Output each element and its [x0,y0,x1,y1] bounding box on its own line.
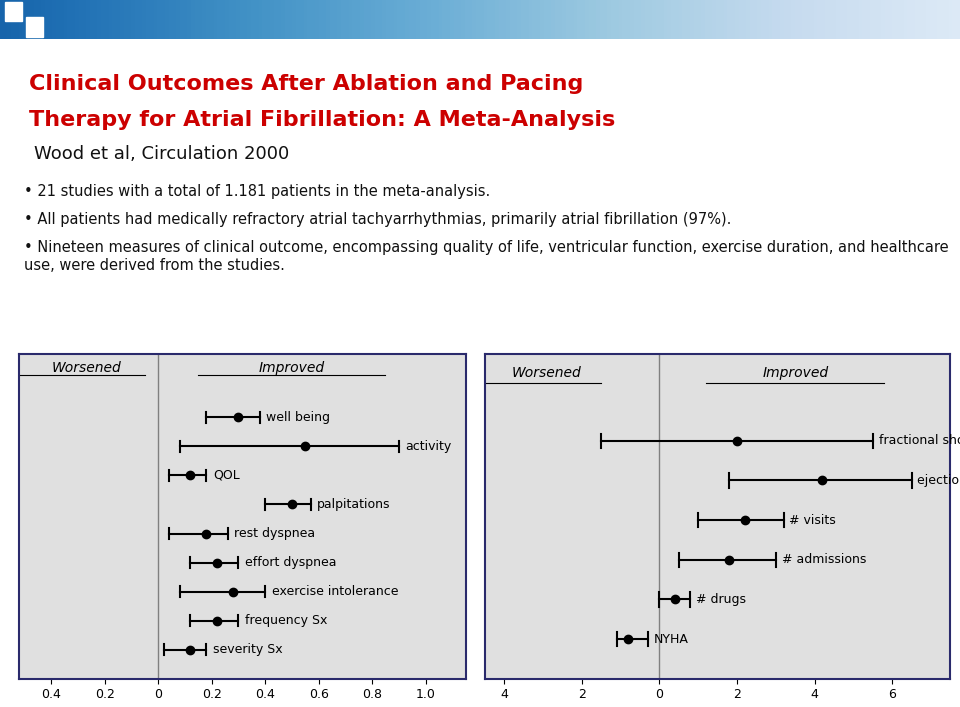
Text: ejection fraction (%): ejection fraction (%) [918,474,960,487]
Text: severity Sx: severity Sx [213,643,282,656]
Text: palpitations: palpitations [317,498,391,511]
Text: fractional shortening (%): fractional shortening (%) [878,434,960,448]
Text: Worsened: Worsened [51,361,121,375]
Bar [26,18,43,37]
Text: # admissions: # admissions [781,554,866,566]
Text: QOL: QOL [213,469,240,482]
Text: # drugs: # drugs [696,593,746,606]
Text: • 21 studies with a total of 1.181 patients in the meta-analysis.: • 21 studies with a total of 1.181 patie… [24,184,491,199]
Text: exercise intolerance: exercise intolerance [272,585,398,598]
Text: • Nineteen measures of clinical outcome, encompassing quality of life, ventricul: • Nineteen measures of clinical outcome,… [24,240,948,273]
Text: frequency Sx: frequency Sx [245,614,327,627]
Text: Wood et al, Circulation 2000: Wood et al, Circulation 2000 [34,145,289,163]
Text: Clinical Outcomes After Ablation and Pacing: Clinical Outcomes After Ablation and Pac… [29,74,583,94]
Text: # visits: # visits [789,513,836,527]
Text: effort dyspnea: effort dyspnea [245,556,337,569]
Text: activity: activity [405,440,452,453]
Text: Worsened: Worsened [512,366,582,380]
Bar [5,2,22,21]
Text: Therapy for Atrial Fibrillation: A Meta-Analysis: Therapy for Atrial Fibrillation: A Meta-… [29,110,615,129]
Text: NYHA: NYHA [654,633,688,645]
Text: Improved: Improved [259,361,324,375]
Text: • All patients had medically refractory atrial tachyarrhythmias, primarily atria: • All patients had medically refractory … [24,212,732,227]
Text: Improved: Improved [762,366,828,380]
Text: well being: well being [267,411,330,424]
Text: rest dyspnea: rest dyspnea [234,527,316,540]
